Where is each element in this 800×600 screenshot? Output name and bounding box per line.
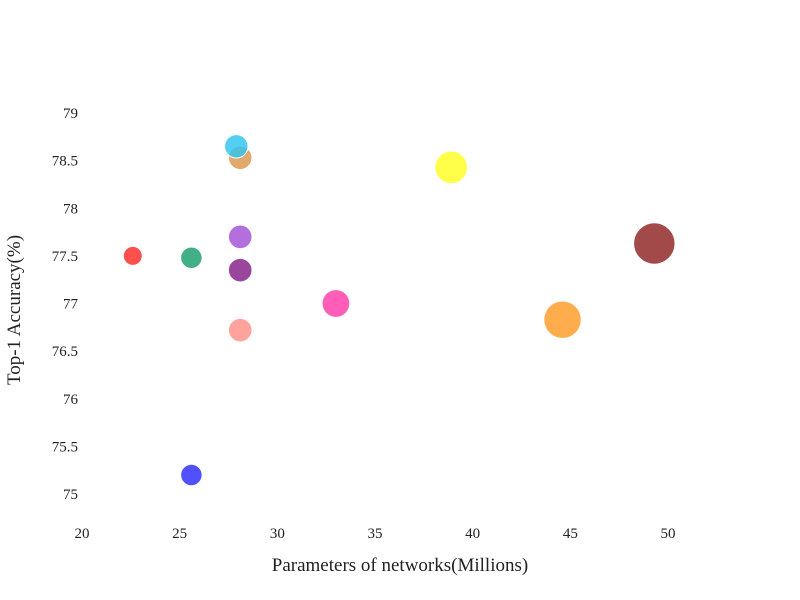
x-axis-title: Parameters of networks(Millions) [272,555,528,576]
bubble-point[interactable] [321,289,351,318]
x-tick-label: 25 [172,526,187,542]
bubble-point[interactable] [180,463,203,487]
bubble-point[interactable] [227,224,253,250]
y-tick-label: 75 [63,487,78,503]
bubble-point[interactable] [122,245,143,266]
y-tick-label: 77.5 [52,249,78,265]
x-tick-label: 50 [661,526,676,542]
bubble-point[interactable] [543,300,582,339]
y-tick-label: 75.5 [52,439,78,455]
x-tick-label: 30 [270,526,285,542]
y-tick-label: 79 [63,106,78,122]
x-tick-label: 40 [465,526,480,542]
y-tick-label: 76.5 [52,344,78,360]
bubble-point[interactable] [434,150,469,185]
bubble-series [122,134,676,487]
bubble-point[interactable] [227,317,253,343]
x-tick-label: 35 [368,526,383,542]
y-tick-label: 78 [63,201,78,217]
x-tick-label: 20 [75,526,90,542]
y-axis-title: Top-1 Accuracy(%) [4,235,25,385]
x-tick-label: 45 [563,526,578,542]
bubble-point[interactable] [633,222,676,265]
y-tick-label: 76 [63,392,79,408]
y-tick-label: 78.5 [52,154,78,170]
bubble-point[interactable] [227,257,253,283]
x-axis-ticks: 20 25 30 35 40 45 50 [75,526,676,542]
bubble-point[interactable] [224,134,249,159]
y-tick-label: 77 [63,297,79,313]
y-axis-ticks: 75 75.5 76 76.5 77 77.5 78 78.5 79 [52,106,79,503]
bubble-point[interactable] [180,246,203,270]
